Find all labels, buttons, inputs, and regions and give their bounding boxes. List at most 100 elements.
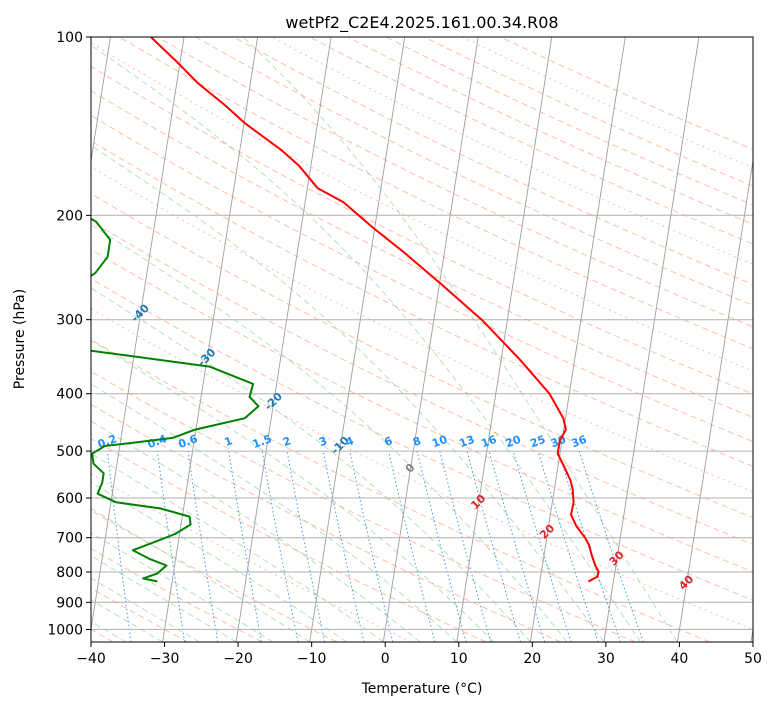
isotherm-line bbox=[677, 157, 753, 642]
x-tick-label: 20 bbox=[523, 651, 541, 667]
x-tick-label: −10 bbox=[297, 651, 327, 667]
moist-adiabat-line bbox=[91, 223, 568, 642]
isotherm-line bbox=[91, 37, 111, 164]
mixing-ratio-label: 16 bbox=[480, 433, 499, 451]
isotherm-line bbox=[162, 37, 259, 642]
mixing-ratio-line bbox=[416, 450, 467, 642]
dry-adiabat-line bbox=[91, 114, 753, 443]
x-axis-ticks: −40 −30 −20 −10 0 10 20 30 40 50 bbox=[76, 642, 762, 667]
mixing-ratio-label: 1 bbox=[223, 434, 235, 449]
isotherm-line bbox=[529, 37, 626, 642]
mixing-ratio-line bbox=[286, 451, 326, 642]
x-tick-label: 30 bbox=[597, 651, 615, 667]
dry-adiabat-line bbox=[91, 548, 263, 642]
y-axis-ticks: 100 200 300 400 500 600 700 800 900 1000 bbox=[47, 30, 91, 638]
y-tick-label: 100 bbox=[56, 30, 83, 46]
y-tick-label: 200 bbox=[56, 208, 83, 224]
moist-adiabat-line bbox=[91, 287, 531, 642]
moist-adiabat-line bbox=[91, 532, 274, 642]
mixing-ratio-line bbox=[578, 450, 644, 642]
x-tick-label: 50 bbox=[744, 651, 762, 667]
mixing-ratio-line bbox=[537, 450, 599, 642]
moist-adiabat-line bbox=[91, 420, 421, 642]
dry-adiabat-line bbox=[91, 42, 753, 372]
mixing-ratio-label: 25 bbox=[528, 433, 547, 450]
plot-background bbox=[91, 37, 753, 642]
mixing-ratio-line bbox=[558, 450, 622, 642]
y-tick-label: 400 bbox=[56, 387, 83, 403]
profile-traces bbox=[91, 37, 600, 583]
mixing-ratio-label: 2 bbox=[281, 434, 293, 449]
mixing-ratio-label: 13 bbox=[458, 433, 477, 450]
y-tick-label: 900 bbox=[56, 595, 83, 611]
moist-adiabat-line bbox=[91, 339, 494, 642]
plot-frame bbox=[90, 36, 754, 643]
mixing-ratio-line bbox=[261, 451, 299, 642]
dry-adiabat-line bbox=[91, 473, 412, 642]
mixing-ratio-label: 6 bbox=[383, 434, 395, 449]
dry-adiabat-line bbox=[91, 370, 636, 642]
mixing-ratio-label: 0.4 bbox=[146, 432, 169, 451]
moist-adiabat-line bbox=[91, 452, 384, 642]
mixing-ratio-label: 4 bbox=[344, 434, 356, 449]
isotherm-line bbox=[382, 37, 479, 642]
mixing-ratio-label: 10 bbox=[430, 433, 449, 451]
moist-adiabat-line bbox=[91, 577, 200, 642]
x-tick-label: 0 bbox=[381, 651, 390, 667]
dry-adiabat-line bbox=[91, 220, 753, 545]
x-tick-label: 40 bbox=[670, 651, 688, 667]
mixing-ratio-line bbox=[488, 450, 546, 642]
x-tick-label: 10 bbox=[450, 651, 468, 667]
moist-adiabat-line bbox=[91, 383, 458, 642]
mixing-ratio-label: 0.2 bbox=[96, 432, 119, 451]
isotherm-line bbox=[456, 37, 553, 642]
mixing-ratio-label: 3 bbox=[317, 434, 329, 449]
mixing-ratio-label: 20 bbox=[504, 433, 523, 451]
chart-title: wetPf2_C2E4.2025.161.00.34.R08 bbox=[285, 13, 558, 33]
dry-adiabat-line bbox=[233, 37, 753, 286]
dry-adiabat-line bbox=[119, 37, 753, 350]
moist-adiabat-line bbox=[91, 44, 642, 642]
mixing-ratio-line bbox=[512, 450, 572, 642]
isotherm-line bbox=[309, 37, 406, 642]
mixing-ratio-line bbox=[388, 450, 436, 642]
dry-adiabat-line bbox=[91, 193, 753, 519]
y-tick-label: 800 bbox=[56, 565, 83, 581]
y-tick-label: 700 bbox=[56, 531, 83, 547]
y-axis-label: Pressure (hPa) bbox=[12, 289, 28, 389]
mixing-ratio-label: 0.6 bbox=[177, 432, 200, 451]
dry-adiabat-line bbox=[91, 403, 561, 642]
y-tick-label: 600 bbox=[56, 491, 83, 507]
mixing-ratio-label: 36 bbox=[570, 433, 589, 451]
dry-adiabat-line bbox=[91, 510, 338, 642]
moist-adiabat-line bbox=[91, 144, 605, 642]
x-tick-label: −30 bbox=[150, 651, 180, 667]
y-tick-label: 500 bbox=[56, 444, 83, 460]
dewpoint-trace bbox=[91, 217, 260, 583]
temperature-trace bbox=[150, 37, 600, 583]
dry-adiabat-line bbox=[91, 90, 753, 419]
y-tick-label: 1000 bbox=[47, 622, 83, 638]
background-lines bbox=[91, 37, 753, 642]
mixing-ratio-line bbox=[466, 450, 521, 642]
x-tick-label: −20 bbox=[223, 651, 253, 667]
isotherm-line bbox=[91, 37, 185, 633]
mixing-ratio-line bbox=[156, 451, 186, 642]
mixing-ratio-line bbox=[322, 451, 365, 642]
moist-adiabat-line bbox=[242, 37, 678, 642]
mixing-ratio-line bbox=[187, 451, 219, 642]
isotherm-line bbox=[603, 37, 700, 642]
mixing-ratio-label: 30 bbox=[549, 433, 568, 451]
isotherm-line bbox=[235, 37, 332, 642]
x-axis-label: Temperature (°C) bbox=[361, 681, 483, 697]
mixing-ratio-label: 8 bbox=[411, 434, 423, 449]
dry-adiabat-line bbox=[91, 278, 753, 601]
moist-adiabat-line bbox=[91, 555, 237, 642]
y-tick-label: 300 bbox=[56, 313, 83, 329]
grid-lines bbox=[91, 37, 753, 642]
dry-adiabat-line bbox=[91, 248, 753, 573]
moist-adiabat-line bbox=[91, 481, 347, 642]
x-tick-label: −40 bbox=[76, 651, 106, 667]
mixing-ratio-label: 1.5 bbox=[251, 432, 274, 451]
